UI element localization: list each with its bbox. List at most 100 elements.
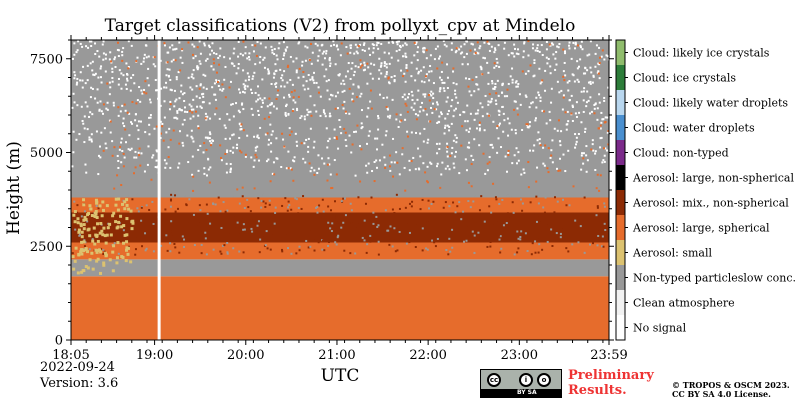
noise-speck — [176, 117, 179, 120]
noise-speck — [111, 67, 114, 70]
noise-speck — [465, 239, 468, 242]
noise-speck — [159, 120, 162, 123]
noise-speck — [100, 81, 103, 84]
date-label: 2022-09-24 — [40, 360, 115, 375]
noise-speck — [417, 72, 420, 75]
noise-speck — [122, 122, 125, 125]
noise-speck — [205, 116, 208, 119]
noise-speck — [599, 124, 602, 127]
noise-speck — [102, 149, 105, 152]
noise-speck — [140, 62, 143, 65]
noise-speck — [187, 76, 190, 79]
noise-speck — [469, 49, 472, 52]
noise-speck — [434, 47, 437, 50]
noise-speck — [598, 62, 601, 65]
noise-speck — [254, 44, 257, 47]
noise-speck — [480, 195, 483, 198]
noise-speck — [260, 199, 263, 202]
noise-speck — [388, 154, 391, 157]
noise-speck — [597, 70, 600, 73]
noise-speck — [241, 195, 244, 198]
noise-speck — [602, 159, 605, 162]
noise-speck — [478, 47, 481, 50]
noise-speck — [220, 226, 223, 229]
noise-speck — [79, 250, 83, 254]
noise-speck — [550, 101, 553, 104]
noise-speck — [203, 44, 206, 47]
noise-speck — [275, 82, 278, 85]
noise-speck — [261, 99, 264, 102]
noise-speck — [494, 86, 497, 89]
noise-speck — [172, 233, 175, 236]
noise-speck — [588, 53, 591, 56]
noise-speck — [343, 89, 346, 92]
noise-speck — [253, 187, 256, 190]
noise-speck — [155, 159, 158, 162]
noise-speck — [504, 155, 507, 158]
noise-speck — [223, 244, 226, 247]
noise-speck — [404, 118, 407, 121]
noise-speck — [439, 87, 442, 90]
noise-speck — [81, 119, 84, 122]
noise-speck — [173, 89, 176, 92]
noise-speck — [370, 196, 373, 199]
noise-speck — [80, 105, 83, 108]
noise-speck — [404, 102, 407, 105]
noise-speck — [529, 201, 532, 204]
noise-speck — [473, 90, 476, 93]
noise-speck — [602, 245, 605, 248]
noise-speck — [206, 115, 209, 118]
noise-speck — [358, 221, 361, 224]
noise-speck — [406, 135, 409, 138]
noise-speck — [106, 226, 110, 230]
noise-speck — [117, 41, 120, 44]
noise-speck — [321, 157, 324, 160]
noise-speck — [515, 52, 518, 55]
noise-speck — [465, 52, 468, 55]
noise-speck — [382, 96, 385, 99]
noise-speck — [256, 134, 259, 137]
noise-speck — [86, 228, 90, 232]
noise-speck — [321, 52, 324, 55]
noise-speck — [253, 71, 256, 74]
noise-speck — [598, 189, 601, 192]
noise-speck — [605, 54, 608, 57]
noise-speck — [261, 101, 264, 104]
noise-speck — [514, 47, 517, 50]
noise-speck — [268, 203, 271, 206]
noise-speck — [489, 245, 492, 248]
noise-speck — [541, 109, 544, 112]
noise-speck — [506, 212, 509, 215]
noise-speck — [88, 115, 91, 118]
noise-speck — [470, 94, 473, 97]
x-axis: 18:05 19:00 20:00 21:00 22:00 23:00 23:59 — [52, 35, 628, 363]
noise-speck — [287, 64, 290, 67]
noise-speck — [404, 189, 407, 192]
noise-speck — [589, 80, 592, 83]
noise-speck — [94, 198, 98, 202]
noise-speck — [488, 42, 491, 45]
noise-speck — [486, 61, 489, 64]
noise-speck — [578, 228, 581, 231]
noise-speck — [328, 115, 331, 118]
noise-speck — [121, 202, 125, 206]
noise-speck — [538, 142, 541, 145]
noise-speck — [109, 86, 112, 89]
noise-speck — [199, 84, 202, 87]
noise-speck — [540, 80, 543, 83]
noise-speck — [237, 40, 240, 43]
noise-speck — [389, 225, 392, 228]
noise-speck — [594, 65, 597, 68]
noise-speck — [495, 92, 498, 95]
legend-swatch — [616, 165, 625, 190]
noise-speck — [434, 245, 437, 248]
noise-speck — [238, 111, 241, 114]
noise-speck — [599, 137, 602, 140]
noise-speck — [225, 171, 228, 174]
noise-speck — [455, 136, 458, 139]
noise-speck — [90, 140, 93, 143]
noise-speck — [608, 62, 611, 65]
noise-speck — [310, 42, 313, 45]
noise-speck — [127, 66, 130, 69]
noise-speck — [398, 207, 401, 210]
